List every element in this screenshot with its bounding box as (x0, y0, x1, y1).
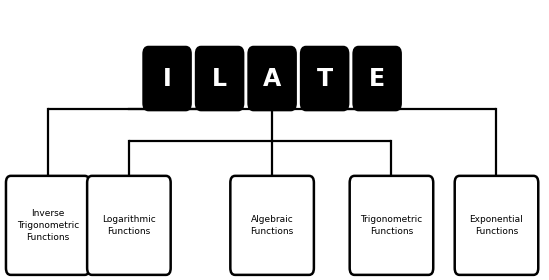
FancyBboxPatch shape (350, 176, 433, 275)
FancyBboxPatch shape (144, 47, 191, 110)
Text: I: I (163, 67, 171, 90)
Text: Trigonometric
Functions: Trigonometric Functions (360, 215, 423, 236)
Text: E: E (369, 67, 385, 90)
FancyBboxPatch shape (301, 47, 348, 110)
Text: Inverse
Trigonometric
Functions: Inverse Trigonometric Functions (16, 209, 79, 242)
Text: Algebraic
Functions: Algebraic Functions (250, 215, 294, 236)
FancyBboxPatch shape (87, 176, 171, 275)
Text: Logarithmic
Functions: Logarithmic Functions (102, 215, 156, 236)
FancyBboxPatch shape (249, 47, 295, 110)
FancyBboxPatch shape (196, 47, 243, 110)
Text: L: L (212, 67, 227, 90)
Text: Exponential
Functions: Exponential Functions (469, 215, 523, 236)
FancyBboxPatch shape (354, 47, 401, 110)
FancyBboxPatch shape (231, 176, 314, 275)
FancyBboxPatch shape (455, 176, 538, 275)
Text: A: A (263, 67, 281, 90)
FancyBboxPatch shape (6, 176, 89, 275)
Text: T: T (317, 67, 333, 90)
